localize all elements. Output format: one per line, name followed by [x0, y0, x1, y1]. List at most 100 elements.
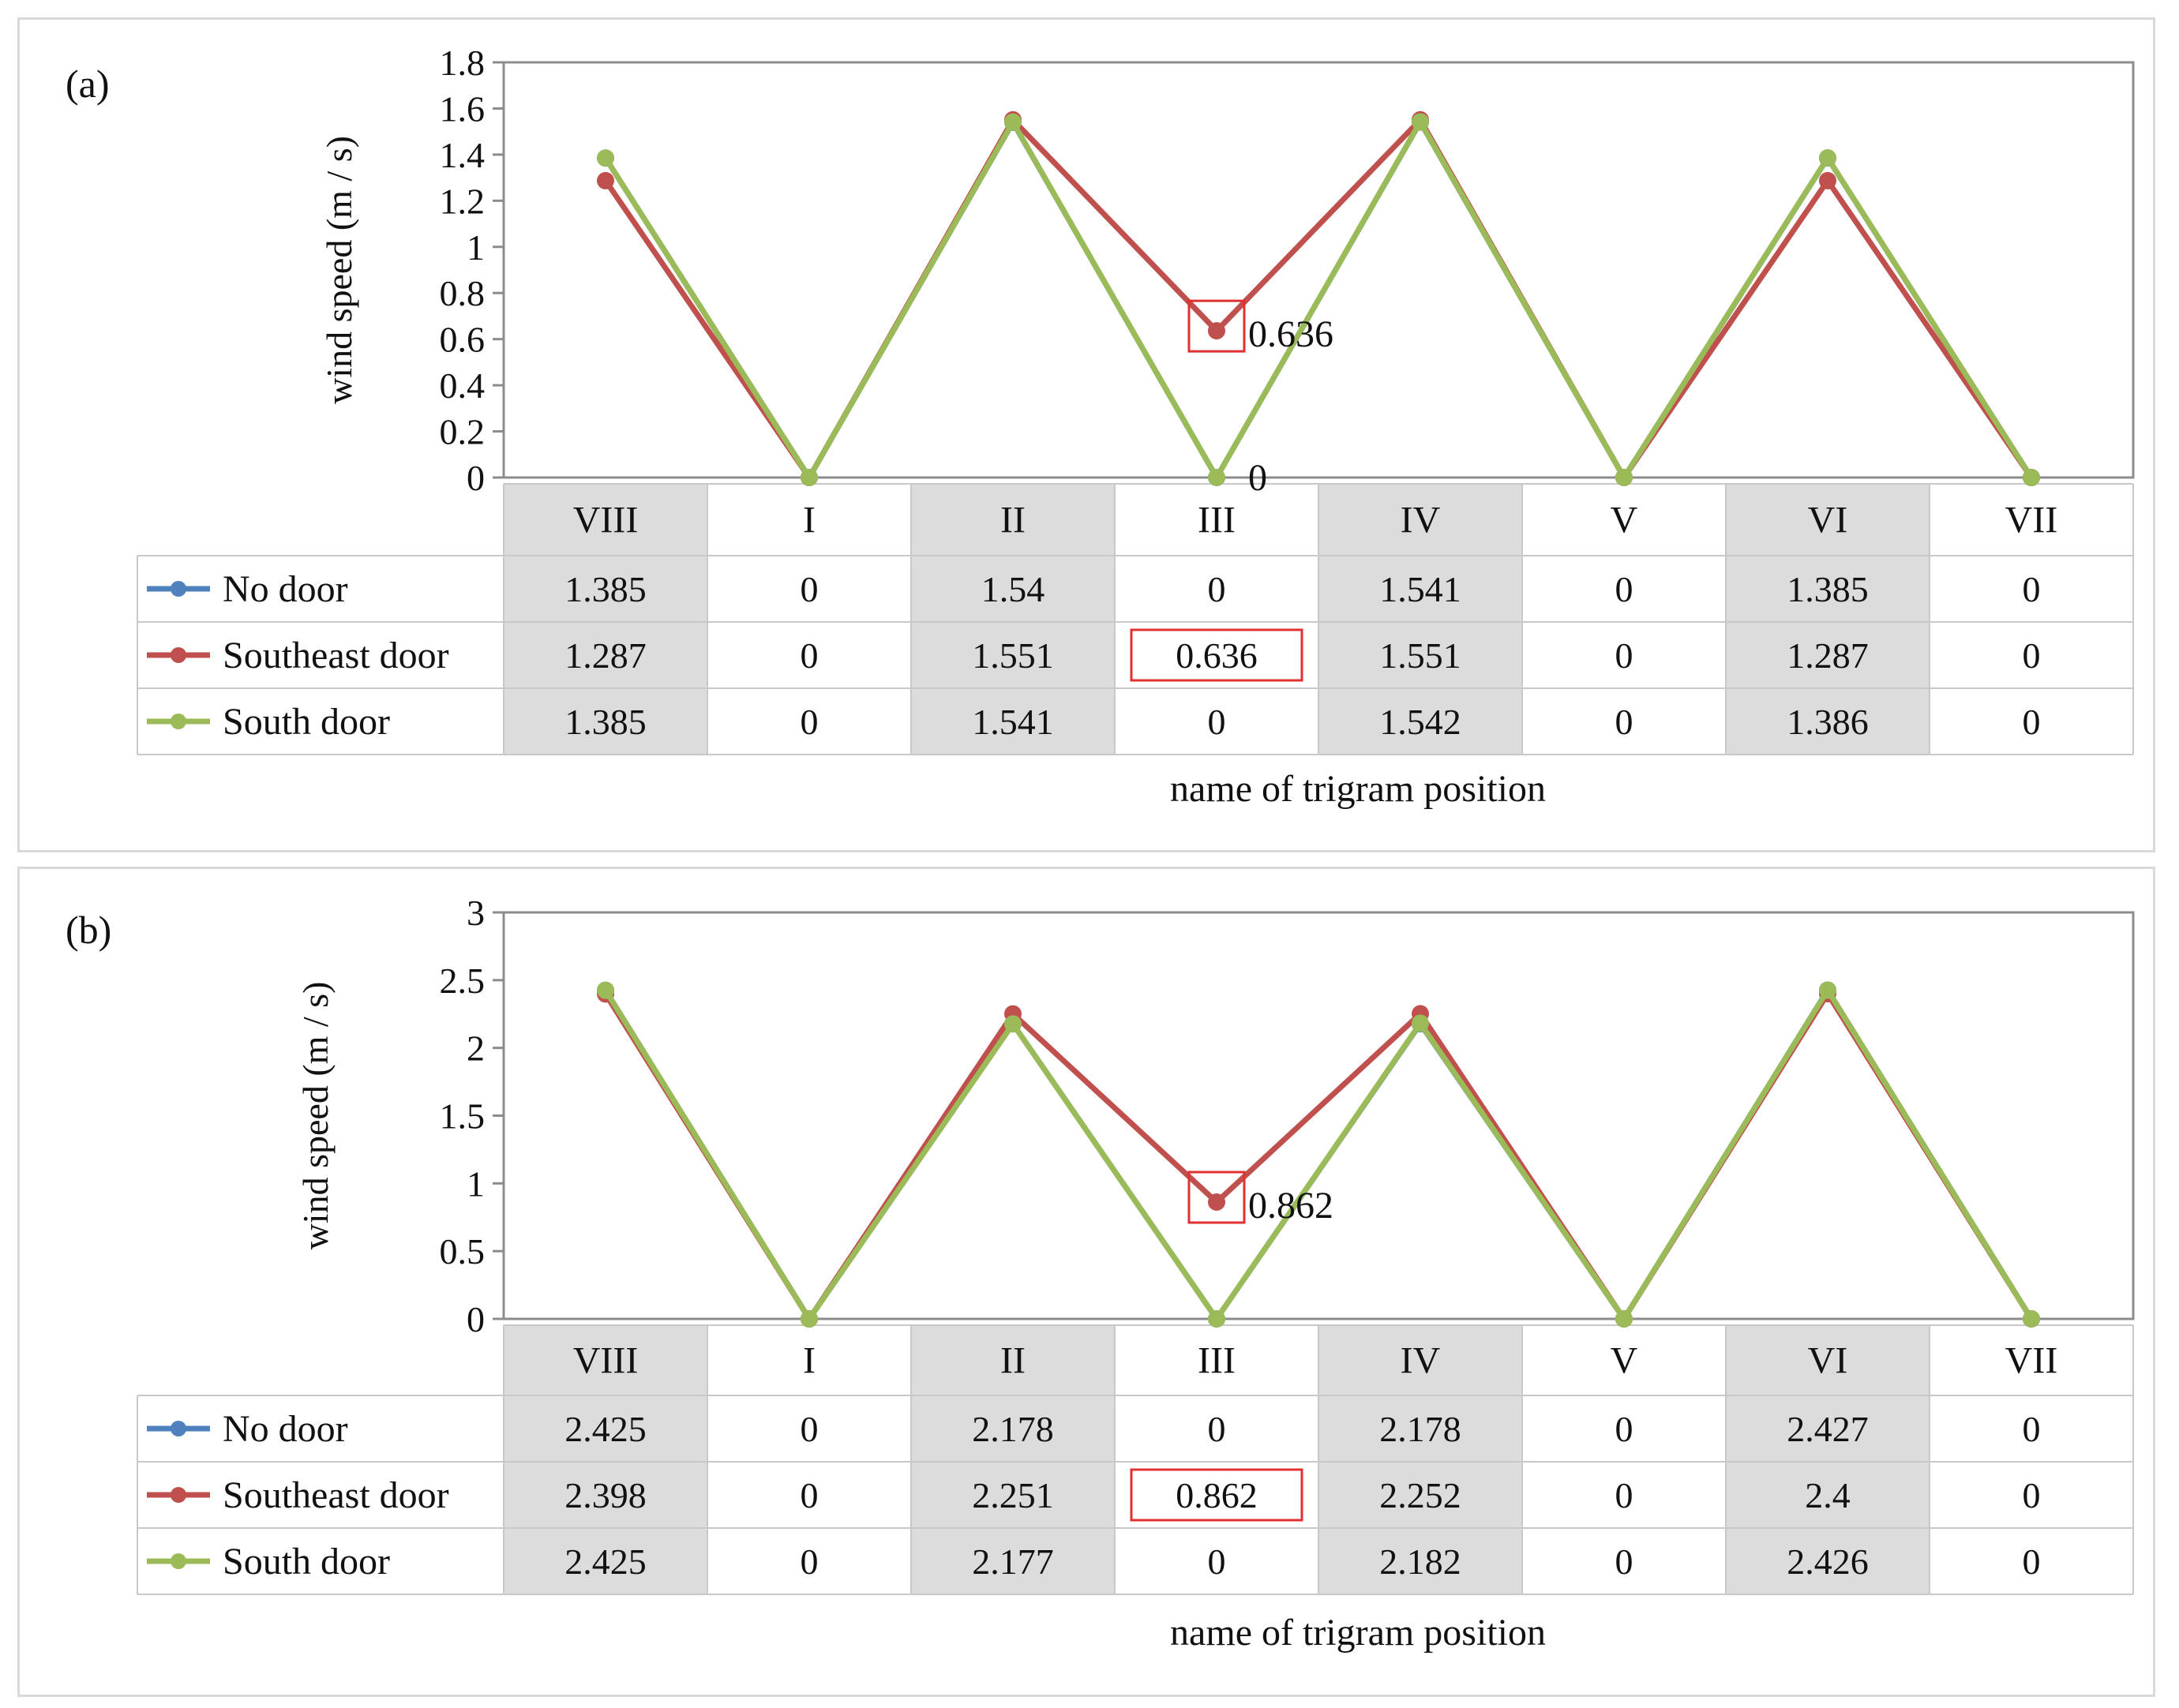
category-label: VIII [573, 500, 639, 541]
y-tick-label: 0.8 [440, 273, 486, 313]
y-tick-label: 1 [467, 1163, 485, 1204]
table-value: 0 [1615, 1475, 1633, 1515]
legend-marker [171, 714, 186, 729]
legend-marker [171, 581, 186, 597]
table-value: 0 [1615, 1409, 1633, 1449]
highlight-box-cell [1130, 628, 1303, 682]
table-shade [1726, 484, 1930, 755]
category-label: V [1611, 1340, 1638, 1382]
legend-marker [171, 1421, 186, 1436]
table-value: 1.287 [1787, 635, 1869, 676]
category-label: VII [2005, 1340, 2058, 1382]
series-line [603, 987, 2034, 1322]
category-label: VIII [573, 1340, 639, 1382]
table-value: 2.426 [1787, 1541, 1869, 1582]
legend-marker [171, 647, 186, 663]
data-point [1208, 1193, 1225, 1212]
table-value: 0 [801, 1475, 819, 1515]
data-point [1819, 171, 1836, 189]
y-tick-label: 3 [467, 893, 485, 933]
table-value: 0 [801, 635, 819, 676]
table-value: 1.386 [1787, 702, 1869, 742]
table-value: 1.54 [981, 569, 1045, 609]
series-line [603, 118, 2034, 481]
data-point [597, 149, 614, 167]
y-tick-label: 0.2 [440, 412, 486, 452]
y-tick-label: 2 [467, 1028, 485, 1069]
data-annotation: 0 [1248, 457, 1267, 499]
y-tick-label: 1.5 [440, 1096, 486, 1137]
legend-label: Southeast door [223, 635, 449, 676]
category-label: VII [2005, 500, 2058, 541]
table-value: 0 [801, 1541, 819, 1582]
legend-label: South door [223, 701, 390, 743]
data-point [1208, 1310, 1225, 1328]
panel-label: (a) [66, 62, 110, 106]
table-value: 2.251 [972, 1475, 1054, 1515]
table-value: 0 [801, 702, 819, 742]
table-value: 0 [801, 1409, 819, 1449]
data-point [597, 981, 614, 999]
table-value: 0 [2023, 569, 2041, 609]
table-value: 0 [1208, 1541, 1226, 1582]
y-tick-label: 2.5 [440, 961, 486, 1001]
panel-label: (b) [66, 908, 111, 952]
table-shade [1318, 484, 1522, 755]
category-label: II [1000, 1340, 1026, 1382]
table-value: 1.551 [972, 635, 1054, 676]
table-value: 2.425 [564, 1541, 647, 1582]
table-value: 0 [1615, 1541, 1633, 1582]
category-label: VI [1808, 500, 1848, 541]
table-value: 1.385 [1787, 569, 1869, 609]
table-value: 2.178 [972, 1409, 1054, 1449]
table-value: 0 [1208, 569, 1226, 609]
legend-label: No door [223, 568, 348, 610]
y-tick-label: 1.2 [440, 181, 486, 221]
legend-label: South door [223, 1541, 390, 1583]
data-point [801, 469, 818, 486]
y-tick-label: 1.4 [440, 135, 486, 175]
plot-area [502, 911, 2135, 1320]
data-annotation: 0.862 [1248, 1185, 1333, 1227]
category-label: I [803, 1340, 816, 1382]
category-label: IV [1401, 1340, 1441, 1382]
table-value: 0 [1615, 635, 1633, 676]
y-tick-label: 1 [467, 227, 485, 268]
y-tick-label: 0.6 [440, 320, 486, 360]
series-line [603, 991, 2034, 1322]
y-tick-label: 0 [467, 1299, 485, 1339]
y-tick-label: 1.6 [440, 88, 486, 129]
category-label: V [1611, 500, 1638, 541]
table-value: 1.385 [564, 569, 647, 609]
table-value: 2.425 [564, 1409, 647, 1449]
table-value: 0 [1615, 702, 1633, 742]
y-axis-label: wind speed (m / s) [319, 136, 359, 404]
category-label: IV [1401, 500, 1441, 541]
table-value: 1.541 [1379, 569, 1461, 609]
y-axis-label: wind speed (m / s) [295, 982, 336, 1250]
legend-label: No door [223, 1408, 348, 1450]
table-shade [1318, 1325, 1522, 1594]
series-line [603, 987, 2034, 1322]
table-value: 1.385 [564, 702, 647, 742]
y-tick-label: 0.4 [440, 365, 486, 406]
table-value: 1.541 [972, 702, 1054, 742]
plot-area [502, 61, 2135, 479]
data-point [1004, 113, 1022, 131]
table-value: 0 [1208, 702, 1226, 742]
x-axis-label: name of trigram position [1170, 768, 1546, 810]
data-point [1412, 1014, 1429, 1032]
table-value: 0 [2023, 635, 2041, 676]
highlight-box-cell [1130, 1468, 1303, 1522]
data-annotation: 0.636 [1248, 313, 1333, 355]
data-point [1004, 1015, 1022, 1033]
table-value: 2.177 [972, 1541, 1054, 1582]
table-value: 0.636 [1176, 635, 1258, 676]
table-value: 2.4 [1805, 1475, 1851, 1515]
data-point [597, 171, 614, 189]
data-point [1615, 469, 1633, 486]
chart-panel-a: (a) 0 0.2 0.4 0.6 0.8 1 1.2 1.4 1.6 1.8 wind speed … [17, 17, 2155, 852]
table-value: 0 [2023, 1409, 2041, 1449]
data-point [1208, 469, 1225, 486]
